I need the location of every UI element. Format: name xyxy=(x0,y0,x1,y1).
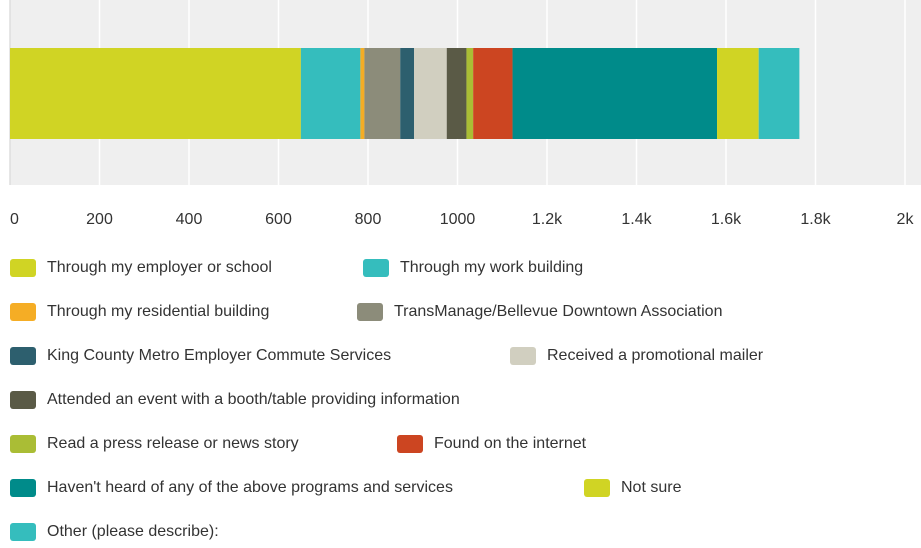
legend-swatch xyxy=(363,259,389,277)
x-tick-label: 1.8k xyxy=(800,211,831,228)
bar-segment xyxy=(473,48,513,139)
bar-segment xyxy=(446,48,467,139)
legend-swatch xyxy=(397,435,423,453)
legend-swatch xyxy=(357,303,383,321)
bar-segment xyxy=(300,48,361,139)
legend-label: Other (please describe): xyxy=(47,523,219,540)
x-tick-label: 400 xyxy=(176,211,203,228)
bar-segment xyxy=(758,48,800,139)
x-tick-label: 1.6k xyxy=(711,211,742,228)
x-tick-label: 1.2k xyxy=(532,211,563,228)
legend-label: Found on the internet xyxy=(434,435,587,452)
legend-swatch xyxy=(10,435,36,453)
legend-swatch xyxy=(10,303,36,321)
legend-label: TransManage/Bellevue Downtown Associatio… xyxy=(394,303,722,320)
bar-segment xyxy=(364,48,401,139)
legend-label: Through my employer or school xyxy=(47,259,272,276)
x-tick-label: 600 xyxy=(265,211,292,228)
x-tick-label: 200 xyxy=(86,211,113,228)
legend-swatch xyxy=(10,523,36,541)
legend-swatch xyxy=(10,479,36,497)
legend-label: Attended an event with a booth/table pro… xyxy=(47,391,460,408)
bar-segment xyxy=(414,48,447,139)
bar-segment xyxy=(400,48,415,139)
x-tick-label: 2k xyxy=(897,211,915,228)
bar-segment xyxy=(360,48,365,139)
legend-swatch xyxy=(10,391,36,409)
x-tick-label: 1.4k xyxy=(621,211,652,228)
legend-swatch xyxy=(10,347,36,365)
bar-segment xyxy=(512,48,718,139)
legend-label: Haven't heard of any of the above progra… xyxy=(47,479,453,496)
legend-swatch xyxy=(10,259,36,277)
legend-label: Received a promotional mailer xyxy=(547,347,764,364)
x-tick-label: 0 xyxy=(10,211,19,228)
legend-swatch xyxy=(584,479,610,497)
legend-label: King County Metro Employer Commute Servi… xyxy=(47,347,391,364)
x-tick-label: 800 xyxy=(355,211,382,228)
x-tick-label: 1000 xyxy=(440,211,476,228)
bar-segment xyxy=(466,48,474,139)
legend-label: Not sure xyxy=(621,479,682,496)
bar-segment xyxy=(10,48,301,139)
legend-swatch xyxy=(510,347,536,365)
legend-label: Read a press release or news story xyxy=(47,435,299,452)
legend-label: Through my residential building xyxy=(47,303,269,320)
legend-label: Through my work building xyxy=(400,259,583,276)
bar-segment xyxy=(717,48,759,139)
